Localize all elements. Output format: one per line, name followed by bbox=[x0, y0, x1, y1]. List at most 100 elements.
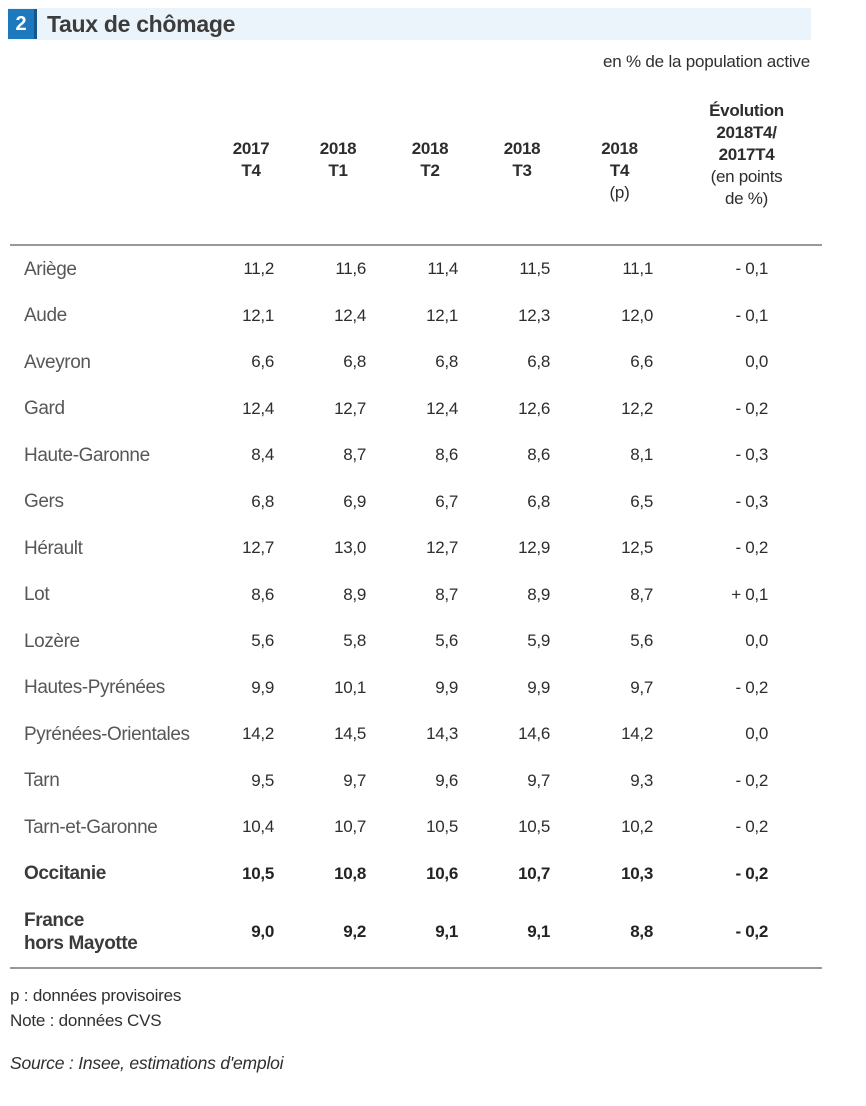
column-header-line: T3 bbox=[512, 161, 532, 180]
cell-value: 8,7 bbox=[630, 584, 653, 604]
cell-value: 8,1 bbox=[630, 445, 653, 465]
cell-evolution: - 0,3 bbox=[735, 491, 768, 511]
cell-value: 10,6 bbox=[426, 863, 458, 883]
table-row: Lozère 5,6 5,8 5,6 5,9 5,6 0,0 bbox=[10, 618, 822, 665]
cell-value: 8,6 bbox=[251, 584, 274, 604]
cell-value: 14,6 bbox=[518, 724, 550, 744]
cell-evolution: - 0,2 bbox=[735, 863, 768, 883]
cell-evolution: - 0,2 bbox=[735, 770, 768, 790]
table-header-row: 2017 T4 2018 T1 2018 T2 2018 T3 2018 T4 (p) Évoluti… bbox=[10, 100, 822, 244]
column-header-line: 2018 bbox=[319, 139, 357, 158]
column-header-line: Évolution bbox=[709, 101, 784, 120]
table-row: Aude 12,1 12,4 12,1 12,3 12,0 - 0,1 bbox=[10, 293, 822, 340]
cell-evolution: - 0,2 bbox=[735, 398, 768, 418]
cell-value: 6,6 bbox=[630, 352, 653, 372]
column-header-line: 2017T4 bbox=[718, 145, 775, 164]
cell-value: 12,9 bbox=[518, 538, 550, 558]
column-header-4: 2018 T4 (p) bbox=[568, 100, 671, 204]
cell-value: 10,4 bbox=[242, 817, 274, 837]
cell-value: 6,5 bbox=[630, 491, 653, 511]
cell-value: 6,8 bbox=[435, 352, 458, 372]
table-row: Lot 8,6 8,9 8,7 8,9 8,7 + 0,1 bbox=[10, 572, 822, 619]
table-row: Aveyron 6,6 6,8 6,8 6,8 6,6 0,0 bbox=[10, 339, 822, 386]
column-header-5: Évolution 2018T4/2017T4 (en points de %) bbox=[671, 100, 822, 210]
cell-value: 12,7 bbox=[334, 398, 366, 418]
cell-value: 6,9 bbox=[343, 491, 366, 511]
cell-value: 6,8 bbox=[251, 491, 274, 511]
cell-value: 8,6 bbox=[435, 445, 458, 465]
cell-value: 8,9 bbox=[527, 584, 550, 604]
row-label: Tarn-et-Garonne bbox=[24, 816, 158, 838]
row-label-header bbox=[10, 100, 210, 138]
table-row: Tarn-et-Garonne 10,4 10,7 10,5 10,5 10,2 - 0,2 bbox=[10, 804, 822, 851]
cell-value: 8,7 bbox=[343, 445, 366, 465]
footnote-cvs: Note : données CVS bbox=[10, 1011, 162, 1030]
column-header-line: T1 bbox=[328, 161, 348, 180]
cell-value: 11,6 bbox=[335, 259, 366, 279]
cell-value: 9,9 bbox=[527, 677, 550, 697]
cell-value: 11,4 bbox=[427, 259, 458, 279]
column-header-line: 2018T4/ bbox=[716, 123, 777, 142]
cell-value: 14,2 bbox=[621, 724, 653, 744]
cell-value: 11,1 bbox=[622, 259, 653, 279]
cell-value: 9,7 bbox=[527, 770, 550, 790]
cell-evolution: - 0,2 bbox=[735, 538, 768, 558]
cell-value: 14,2 bbox=[242, 724, 274, 744]
cell-value: 9,5 bbox=[251, 770, 274, 790]
column-header-line: de %) bbox=[725, 189, 768, 208]
cell-value: 8,4 bbox=[251, 445, 274, 465]
cell-value: 9,1 bbox=[435, 922, 458, 941]
cell-value: 10,5 bbox=[242, 863, 274, 883]
cell-value: 5,9 bbox=[527, 631, 550, 651]
row-label: Occitanie bbox=[24, 863, 106, 885]
cell-value: 9,0 bbox=[251, 922, 274, 941]
section-number-badge: 2 bbox=[8, 9, 37, 39]
column-header-line: 2018 bbox=[601, 139, 638, 158]
cell-evolution: - 0,2 bbox=[735, 922, 768, 941]
cell-value: 9,9 bbox=[435, 677, 458, 697]
cell-value: 10,5 bbox=[426, 817, 458, 837]
column-header-line: 2017 bbox=[232, 139, 270, 158]
cell-value: 13,0 bbox=[334, 538, 366, 558]
cell-value: 10,2 bbox=[621, 817, 653, 837]
cell-evolution: 0,0 bbox=[745, 631, 768, 651]
table-row: Ariège 11,2 11,6 11,4 11,5 11,1 - 0,1 bbox=[10, 246, 822, 293]
table-row: Hérault 12,7 13,0 12,7 12,9 12,5 - 0,2 bbox=[10, 525, 822, 572]
table-top-rule bbox=[10, 244, 822, 246]
column-header-line: 2018 bbox=[411, 139, 449, 158]
cell-value: 8,9 bbox=[343, 584, 366, 604]
cell-value: 12,4 bbox=[426, 398, 458, 418]
cell-value: 12,7 bbox=[242, 538, 274, 558]
column-header-line: T2 bbox=[420, 161, 440, 180]
cell-value: 6,7 bbox=[435, 491, 458, 511]
cell-value: 14,3 bbox=[426, 724, 458, 744]
cell-value: 5,6 bbox=[251, 631, 274, 651]
cell-value: 10,1 bbox=[334, 677, 366, 697]
cell-evolution: - 0,3 bbox=[735, 445, 768, 465]
cell-evolution: + 0,1 bbox=[731, 584, 768, 604]
column-header-2: 2018 T2 bbox=[384, 100, 476, 182]
row-label: Aude bbox=[24, 305, 67, 327]
cell-value: 12,3 bbox=[518, 305, 550, 325]
cell-value: 10,8 bbox=[334, 863, 366, 883]
row-label: Lot bbox=[24, 584, 50, 606]
column-header-line: T4 bbox=[609, 161, 630, 180]
table-row: Haute-Garonne 8,4 8,7 8,6 8,6 8,1 - 0,3 bbox=[10, 432, 822, 479]
cell-value: 11,2 bbox=[243, 259, 274, 279]
table-row: France hors Mayotte 9,0 9,2 9,1 9,1 8,8 - 0,2 bbox=[10, 897, 822, 967]
column-header-3: 2018 T3 bbox=[476, 100, 568, 182]
row-label: Hautes-Pyrénées bbox=[24, 677, 165, 699]
cell-value: 12,6 bbox=[518, 398, 550, 418]
cell-value: 5,6 bbox=[435, 631, 458, 651]
row-label: Pyrénées-Orientales bbox=[24, 723, 190, 745]
row-label: Gard bbox=[24, 398, 65, 420]
row-label: Gers bbox=[24, 491, 64, 513]
cell-value: 9,7 bbox=[630, 677, 653, 697]
table-body: Ariège 11,2 11,6 11,4 11,5 11,1 - 0,1 Aude 12,1 1… bbox=[10, 246, 822, 967]
cell-value: 12,0 bbox=[621, 305, 653, 325]
unemployment-table: 2017 T4 2018 T1 2018 T2 2018 T3 2018 T4 (p) Évoluti… bbox=[10, 100, 822, 969]
cell-evolution: - 0,1 bbox=[735, 259, 768, 279]
table-row: Hautes-Pyrénées 9,9 10,1 9,9 9,9 9,7 - 0,2 bbox=[10, 665, 822, 712]
cell-evolution: 0,0 bbox=[745, 352, 768, 372]
cell-value: 9,1 bbox=[527, 922, 550, 941]
